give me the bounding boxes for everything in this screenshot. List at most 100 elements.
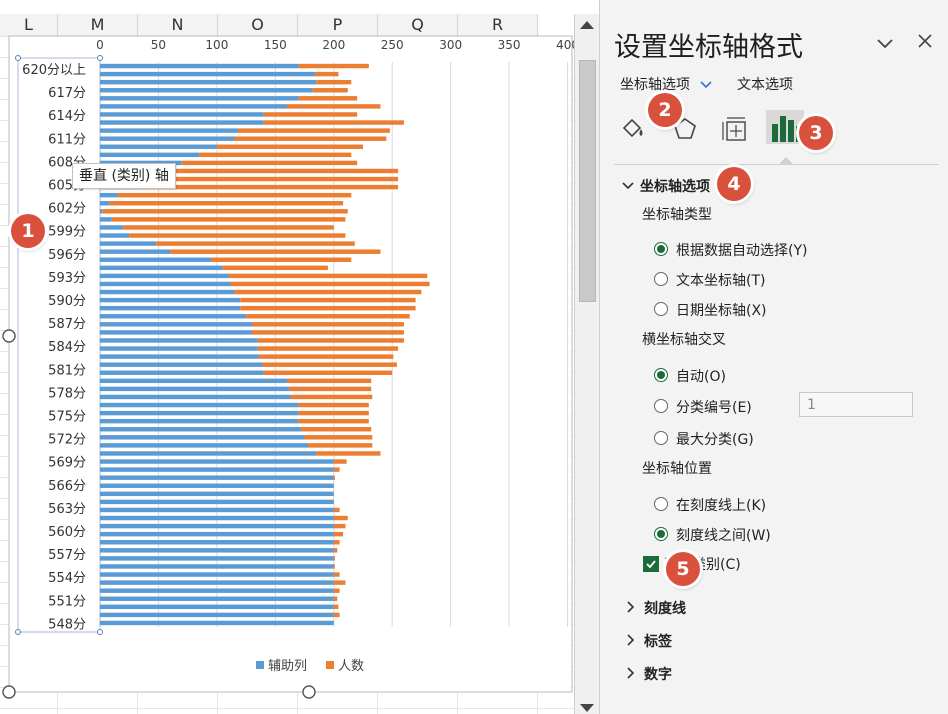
bar-chart[interactable]: 0501001502002503003504004620分以上617分614分6… xyxy=(0,0,574,714)
effects-tab[interactable] xyxy=(666,112,704,146)
bar-helper[interactable] xyxy=(100,289,235,295)
bar-helper[interactable] xyxy=(100,443,309,448)
bar-helper[interactable] xyxy=(100,233,130,238)
bar-helper[interactable] xyxy=(100,104,288,109)
bar-helper[interactable] xyxy=(100,435,305,440)
bar-helper[interactable] xyxy=(100,451,317,456)
bar-helper[interactable] xyxy=(100,620,334,626)
bar-helper[interactable] xyxy=(100,418,299,424)
bar-helper[interactable] xyxy=(100,160,182,166)
bar-helper[interactable] xyxy=(100,467,334,472)
bar-helper[interactable] xyxy=(100,136,235,141)
section-number[interactable]: 数字 xyxy=(626,664,672,684)
bar-count[interactable] xyxy=(333,588,340,593)
column-header-m[interactable]: M xyxy=(58,14,138,37)
radio-cross-max[interactable] xyxy=(654,431,668,445)
bar-helper[interactable] xyxy=(100,273,229,279)
bar-count[interactable] xyxy=(298,96,358,101)
bar-count[interactable] xyxy=(170,249,381,254)
bar-helper[interactable] xyxy=(100,580,334,585)
bar-count[interactable] xyxy=(246,314,410,319)
scroll-thumb[interactable] xyxy=(579,60,596,302)
bar-count[interactable] xyxy=(181,160,358,166)
bar-count[interactable] xyxy=(140,176,399,182)
bar-count[interactable] xyxy=(111,217,346,222)
bar-count[interactable] xyxy=(333,459,347,464)
bar-helper[interactable] xyxy=(100,338,258,343)
bar-count[interactable] xyxy=(333,507,340,513)
bar-helper[interactable] xyxy=(100,427,302,432)
bar-helper[interactable] xyxy=(100,112,264,117)
bar-helper[interactable] xyxy=(100,612,334,618)
radio-date-axis[interactable] xyxy=(654,302,668,316)
bar-helper[interactable] xyxy=(100,370,264,375)
section-tick-marks[interactable]: 刻度线 xyxy=(626,598,686,618)
bar-count[interactable] xyxy=(234,136,387,141)
bar-helper[interactable] xyxy=(100,596,334,601)
bar-helper[interactable] xyxy=(100,241,157,246)
bar-helper[interactable] xyxy=(100,281,231,287)
bar-helper[interactable] xyxy=(100,354,259,359)
bar-count[interactable] xyxy=(312,88,348,93)
bar-count[interactable] xyxy=(333,612,340,618)
bar-helper[interactable] xyxy=(100,475,334,480)
bar-count[interactable] xyxy=(333,596,338,601)
radio-cross-category-number[interactable] xyxy=(654,399,668,413)
bar-helper[interactable] xyxy=(100,330,252,335)
radio-between-ticks-label[interactable]: 刻度线之间(W) xyxy=(676,528,771,544)
radio-text-axis-label[interactable]: 文本坐标轴(T) xyxy=(676,273,766,289)
bar-count[interactable] xyxy=(301,427,372,432)
bar-helper[interactable] xyxy=(100,209,103,214)
radio-cross-category-number-label[interactable]: 分类编号(E) xyxy=(676,400,752,416)
bar-count[interactable] xyxy=(333,548,338,553)
column-header-o[interactable]: O xyxy=(218,14,298,37)
bar-helper[interactable] xyxy=(100,96,299,101)
scroll-up-icon[interactable] xyxy=(580,21,594,29)
bar-helper[interactable] xyxy=(100,491,334,497)
bar-helper[interactable] xyxy=(100,144,217,149)
bar-count[interactable] xyxy=(251,330,404,335)
bar-count[interactable] xyxy=(262,362,397,367)
bar-helper[interactable] xyxy=(100,556,334,561)
bar-count[interactable] xyxy=(316,451,381,456)
bar-count[interactable] xyxy=(109,201,344,206)
bar-helper[interactable] xyxy=(100,362,263,367)
bar-helper[interactable] xyxy=(100,265,223,271)
bar-count[interactable] xyxy=(298,402,369,408)
bar-count[interactable] xyxy=(333,531,344,537)
bar-count[interactable] xyxy=(298,63,369,69)
radio-cross-auto[interactable] xyxy=(654,368,668,382)
bar-count[interactable] xyxy=(333,540,340,545)
bar-count[interactable] xyxy=(240,305,416,311)
bar-helper[interactable] xyxy=(100,499,334,505)
radio-text-axis[interactable] xyxy=(654,272,668,286)
bar-helper[interactable] xyxy=(100,523,334,529)
radio-auto-select-label[interactable]: 根据数据自动选择(Y) xyxy=(676,243,808,259)
bar-helper[interactable] xyxy=(100,201,110,206)
bar-helper[interactable] xyxy=(100,225,124,230)
bar-helper[interactable] xyxy=(100,120,264,125)
bar-helper[interactable] xyxy=(100,346,258,351)
bar-count[interactable] xyxy=(333,572,340,577)
bar-count[interactable] xyxy=(333,515,348,521)
bar-count[interactable] xyxy=(316,79,352,85)
bar-count[interactable] xyxy=(234,289,422,295)
bar-helper[interactable] xyxy=(100,531,334,537)
bar-count[interactable] xyxy=(333,604,339,610)
bar-helper[interactable] xyxy=(100,128,238,133)
pane-options-chevron-icon[interactable] xyxy=(876,34,894,55)
radio-on-tick[interactable] xyxy=(654,497,668,511)
radio-between-ticks[interactable] xyxy=(654,527,668,541)
radio-auto-select[interactable] xyxy=(654,242,668,256)
bar-count[interactable] xyxy=(315,71,339,77)
bar-helper[interactable] xyxy=(100,459,334,464)
bar-helper[interactable] xyxy=(100,322,252,327)
bar-helper[interactable] xyxy=(100,314,247,319)
bar-helper[interactable] xyxy=(100,402,299,408)
bar-helper[interactable] xyxy=(100,572,334,577)
close-icon[interactable] xyxy=(917,33,933,54)
bar-count[interactable] xyxy=(199,152,352,158)
bar-helper[interactable] xyxy=(100,604,334,610)
bar-count[interactable] xyxy=(102,209,348,214)
bar-count[interactable] xyxy=(135,184,399,190)
